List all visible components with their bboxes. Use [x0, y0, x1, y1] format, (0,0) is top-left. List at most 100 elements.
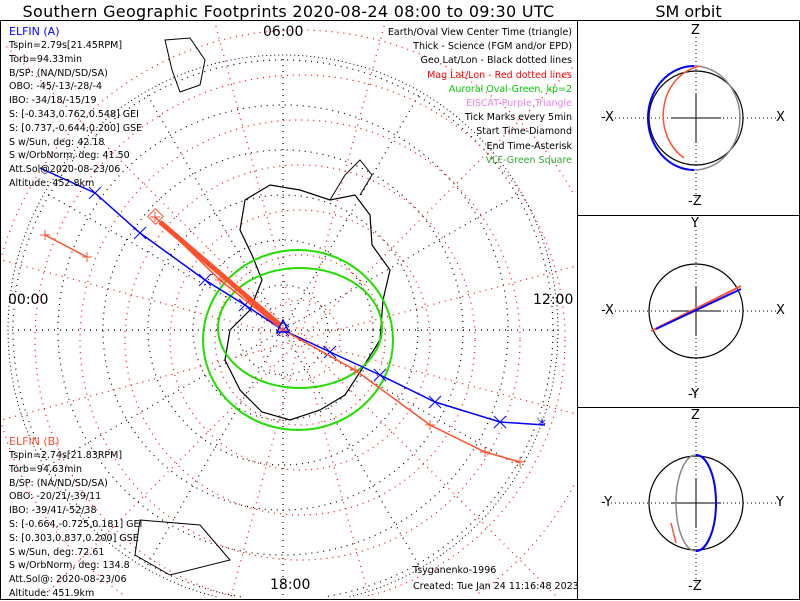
- map-boundary: [7, 54, 559, 598]
- elfin-b-title: ELFIN (B): [9, 435, 60, 448]
- elfin-b-info-line: IBO: -39/41/-52/38: [9, 505, 97, 517]
- view-center-triangle-icon: [275, 318, 291, 333]
- sm-axis-label-bottom: -Z: [688, 194, 702, 209]
- mag-lat-circle: [169, 209, 431, 471]
- elfin-b-info-line: S w/Sun, deg: 72.61: [9, 546, 105, 558]
- elfin-a-tick-mark: [198, 273, 212, 287]
- geo-lon-line: [282, 329, 422, 569]
- time-label-top: 06:00: [263, 24, 304, 40]
- elfin-a-tick-mark: [373, 368, 387, 382]
- geo-lon-line: [44, 191, 284, 331]
- elfin-a-info-line: S: [-0.343,0.762,0.548] GEI: [9, 108, 139, 120]
- time-label-bottom: 18:00: [270, 577, 311, 593]
- elfin-b-info-line: B/SP: (NA/ND/SD/SA): [9, 477, 108, 489]
- australia-outline: [134, 519, 231, 576]
- orbit-a-sm: [695, 454, 717, 552]
- legend: Earth/Oval View Center Time (triangle) Th…: [388, 26, 572, 168]
- geo-lon-line: [144, 329, 284, 569]
- elfin-a-info-line: Att.Sol@2020-08-23/06: [9, 164, 121, 176]
- sm-axis-label-left: -Y: [601, 495, 613, 510]
- elfin-b-info-line: Torb=94.63min: [9, 463, 83, 475]
- elfin-b-info-line: Tspin=2.74s[21.83RPM]: [9, 450, 123, 461]
- sm-axis-label-right: X: [776, 303, 785, 318]
- footer: Tsyganenko-1996 Created: Tue Jan 24 11:1…: [413, 563, 579, 595]
- elfin-b-science-segment: [158, 220, 282, 327]
- legend-item: Geo Lat/Lon - Black dotted lines: [420, 55, 572, 67]
- sm-axis-label-right: X: [776, 110, 785, 125]
- mag-lon-line: [214, 21, 301, 341]
- end-asterisk-icon: *: [538, 415, 546, 434]
- mag-lon-line: [230, 339, 301, 598]
- elfin-a-tick-mark: [133, 226, 147, 240]
- elfin-b-track-start: [44, 234, 88, 258]
- sm-axis-label-bottom: -Z: [688, 579, 702, 594]
- elfin-a-info-line: Altitude: 452.8km: [9, 177, 95, 189]
- sm-orbit-title: SM orbit: [655, 2, 722, 21]
- start-diamond-icon: [147, 208, 164, 225]
- elfin-a-tick-mark: [323, 345, 337, 359]
- created-label: Created: Tue Jan 24 11:16:48 2023: [413, 581, 579, 592]
- orbit-a-sm: [647, 65, 695, 171]
- elfin-b-info-line: Att.Sol@: 2020-08-23/06: [9, 574, 127, 586]
- elfin-a-tick-mark: [88, 186, 102, 200]
- legend-item: Mag Lat/Lon - Red dotted lines: [427, 69, 572, 81]
- elfin-a-info-line: Tspin=2.79s[21.45RPM]: [9, 40, 123, 51]
- mag-lon-line: [299, 21, 386, 341]
- elfin-a-tick-mark: [428, 395, 442, 409]
- legend-item: Start Time-Diamond: [476, 126, 572, 138]
- mag-lon-line: [42, 339, 301, 598]
- mag-lon-line: [2, 42, 301, 341]
- elfin-a-info-line: S w/OrbNorm, deg: 41.50: [9, 150, 130, 162]
- plot-title: Southern Geographic Footprints 2020-08-2…: [22, 2, 555, 21]
- legend-item: Thick - Science (FGM and/or EPD): [413, 41, 572, 53]
- elfin-b-info-line: OBO: -20/21/-39/11: [9, 491, 102, 503]
- legend-item: EISCAT-Purple Triangle: [466, 98, 572, 110]
- sm-axis-label-left: -X: [601, 303, 614, 318]
- orbit-a-sm: [655, 288, 742, 330]
- legend-item: End Time-Asterisk: [486, 140, 572, 152]
- sm-axis-label-top: Z: [691, 408, 700, 423]
- elfin-a-info-line: Torb=94.33min: [9, 53, 83, 65]
- elfin-b-info-line: S: [-0.664,-0.725,0.181] GEI: [9, 518, 143, 530]
- mag-lon-line: [299, 339, 370, 598]
- auroral-oval-outer: [202, 249, 394, 431]
- mag-lon-line: [299, 339, 558, 598]
- sm-axis-label-top: Z: [691, 23, 700, 38]
- auroral-oval-inner: [217, 267, 383, 389]
- elfin-b-info-line: S w/OrbNorm, deg: 134.8: [9, 560, 130, 572]
- legend-item: Tick Marks every 5min: [464, 112, 572, 124]
- model-label: Tsyganenko-1996: [413, 565, 497, 576]
- elfin-a-info-line: B/SP: (NA/ND/SD/SA): [9, 67, 108, 79]
- sm-axis-label-bottom: -Y: [688, 387, 700, 402]
- sm-axis-label-left: -X: [601, 110, 614, 125]
- legend-item: Auroral Oval-Green, kp=2: [448, 83, 572, 95]
- mag-lon-line: [1, 339, 301, 421]
- orbit-b-sm: [670, 522, 677, 544]
- sm-axis-label-top: Y: [691, 216, 699, 231]
- mag-lon-line: [299, 64, 576, 341]
- geo-lat-circle: [12, 59, 554, 598]
- elfin-b-info: ELFIN (B) Tspin=2.74s[21.83RPM] Torb=94.6…: [9, 435, 142, 601]
- elfin-b-track: [154, 216, 521, 463]
- antarctica-outline: [224, 184, 391, 421]
- elfin-a-info-line: S: [0.737,-0.644,0.200] GSE: [9, 122, 143, 134]
- elfin-a-track: [39, 167, 546, 426]
- elfin-a-info-line: OBO: -45/-13/-28/-4: [9, 81, 102, 93]
- south-america-outline: [164, 37, 206, 93]
- peninsula-outline: [329, 159, 373, 201]
- elfin-a-tick-mark: [493, 415, 507, 429]
- elfin-b-info-line: Altitude: 451.9km: [9, 587, 95, 599]
- time-label-right: 12:00: [533, 292, 574, 308]
- legend-item: Earth/Oval View Center Time (triangle): [387, 27, 572, 38]
- sm-axis-label-right: Y: [776, 495, 784, 510]
- time-label-left: 00:00: [8, 292, 49, 308]
- elfin-b-info-line: S: [0.303,0.837,0.200] GSE: [9, 532, 139, 544]
- legend-item: VLF-Green Square: [485, 154, 572, 166]
- elfin-a-info: ELFIN (A) Tspin=2.79s[21.45RPM] Torb=94.3…: [9, 25, 142, 191]
- geo-lon-line: [282, 191, 522, 331]
- elfin-a-title: ELFIN (A): [9, 25, 60, 38]
- geo-lon-line: [144, 91, 284, 331]
- orbit-b-sm: [662, 65, 702, 159]
- mag-lat-circle: [1, 29, 575, 595]
